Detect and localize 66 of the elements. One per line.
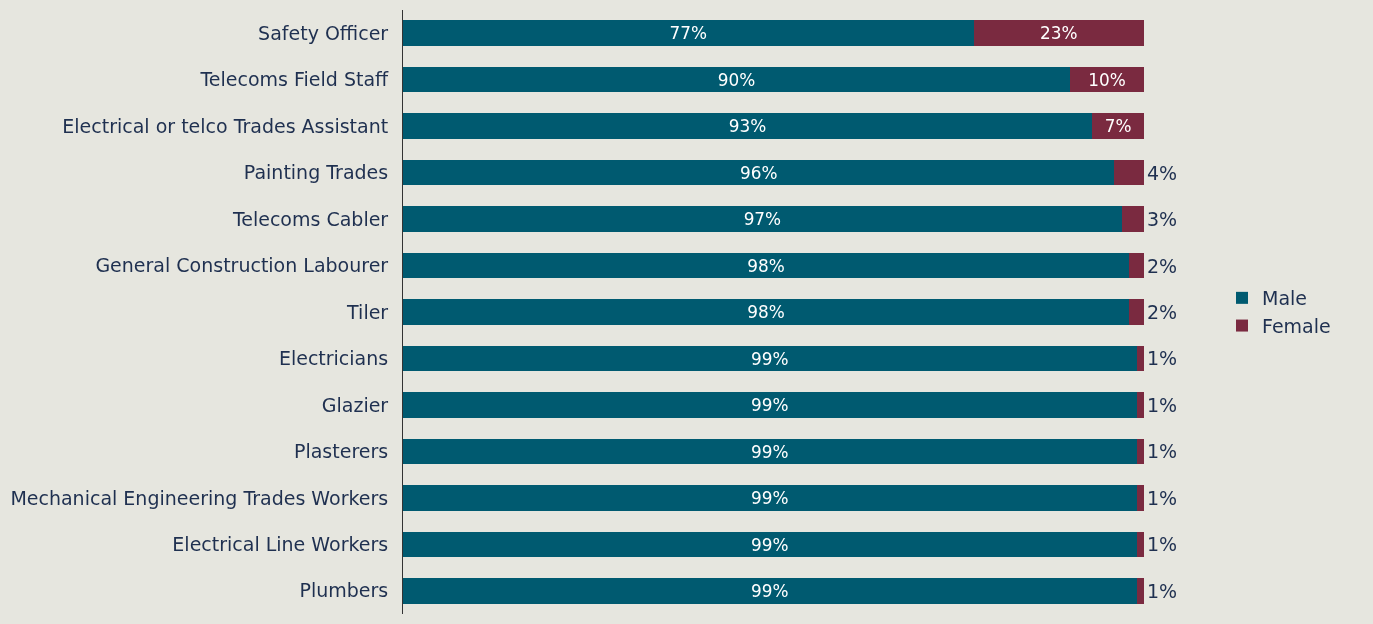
y-tick-label: Glazier (321, 393, 389, 416)
y-tick-label: Mechanical Engineering Trades Workers (10, 486, 389, 509)
data-label: 98% (747, 255, 785, 276)
bar (1121, 206, 1144, 232)
bar (1129, 252, 1144, 279)
data-label: 4% (1147, 161, 1178, 184)
data-label: 97% (743, 209, 782, 230)
y-tick-label: Painting Trades (243, 161, 389, 184)
data-label: 1% (1147, 347, 1178, 370)
y-tick-label: Telecoms Cabler (231, 207, 389, 230)
data-label: 3% (1147, 208, 1178, 231)
bar (1114, 159, 1144, 186)
data-label: 93% (728, 116, 767, 137)
data-label: 98% (747, 302, 785, 323)
bar (403, 113, 1093, 139)
data-label: 99% (751, 348, 789, 369)
bar (1136, 438, 1144, 465)
bar (403, 299, 1130, 325)
data-label: 7% (1104, 116, 1132, 137)
bar (1092, 113, 1144, 139)
bar (403, 252, 1130, 279)
data-label: 1% (1147, 440, 1178, 463)
data-label: 1% (1147, 393, 1178, 416)
y-tick-label: Safety Officer (258, 21, 389, 44)
data-label: 1% (1147, 579, 1178, 602)
data-label: 1% (1147, 486, 1178, 509)
data-label: 77% (669, 23, 708, 44)
bar (403, 438, 1137, 465)
bar (403, 485, 1137, 511)
data-label: 2% (1147, 254, 1178, 277)
y-tick-label: Tiler (346, 300, 389, 323)
bar (403, 20, 974, 47)
data-label: 90% (717, 69, 756, 90)
data-label: 99% (751, 488, 789, 509)
bar (1136, 345, 1144, 372)
bar (403, 345, 1137, 372)
y-tick-label: Electricians (278, 347, 389, 370)
bar (403, 206, 1122, 232)
bar (1136, 485, 1144, 511)
data-label: 99% (751, 395, 789, 416)
y-tick-label: Electrical Line Workers (172, 532, 389, 555)
data-label: 99% (751, 534, 789, 555)
data-label: 96% (739, 162, 778, 183)
y-tick-label: Plumbers (299, 579, 389, 602)
data-label: 10% (1088, 69, 1126, 90)
y-tick-label: Telecoms Field Staff (199, 68, 390, 91)
y-tick-label: Plasterers (293, 440, 389, 463)
bar (973, 20, 1144, 47)
bar (403, 159, 1115, 186)
bar (403, 531, 1137, 558)
bar (1136, 531, 1144, 558)
y-tick-label: General Construction Labourer (95, 254, 389, 277)
bar (403, 392, 1137, 418)
bar (1136, 577, 1144, 604)
data-label: 99% (751, 441, 789, 462)
data-label: 99% (751, 580, 789, 601)
data-label: 2% (1147, 301, 1178, 323)
bar (1129, 299, 1144, 325)
y-tick-label: Electrical or telco Trades Assistant (62, 114, 389, 137)
data-label: 23% (1040, 23, 1078, 44)
bar (403, 66, 1070, 93)
data-label: 1% (1147, 533, 1178, 556)
legend-label: Male (1262, 287, 1308, 310)
bar (1136, 392, 1144, 418)
legend-label: Female (1262, 314, 1331, 337)
bar (403, 577, 1137, 604)
